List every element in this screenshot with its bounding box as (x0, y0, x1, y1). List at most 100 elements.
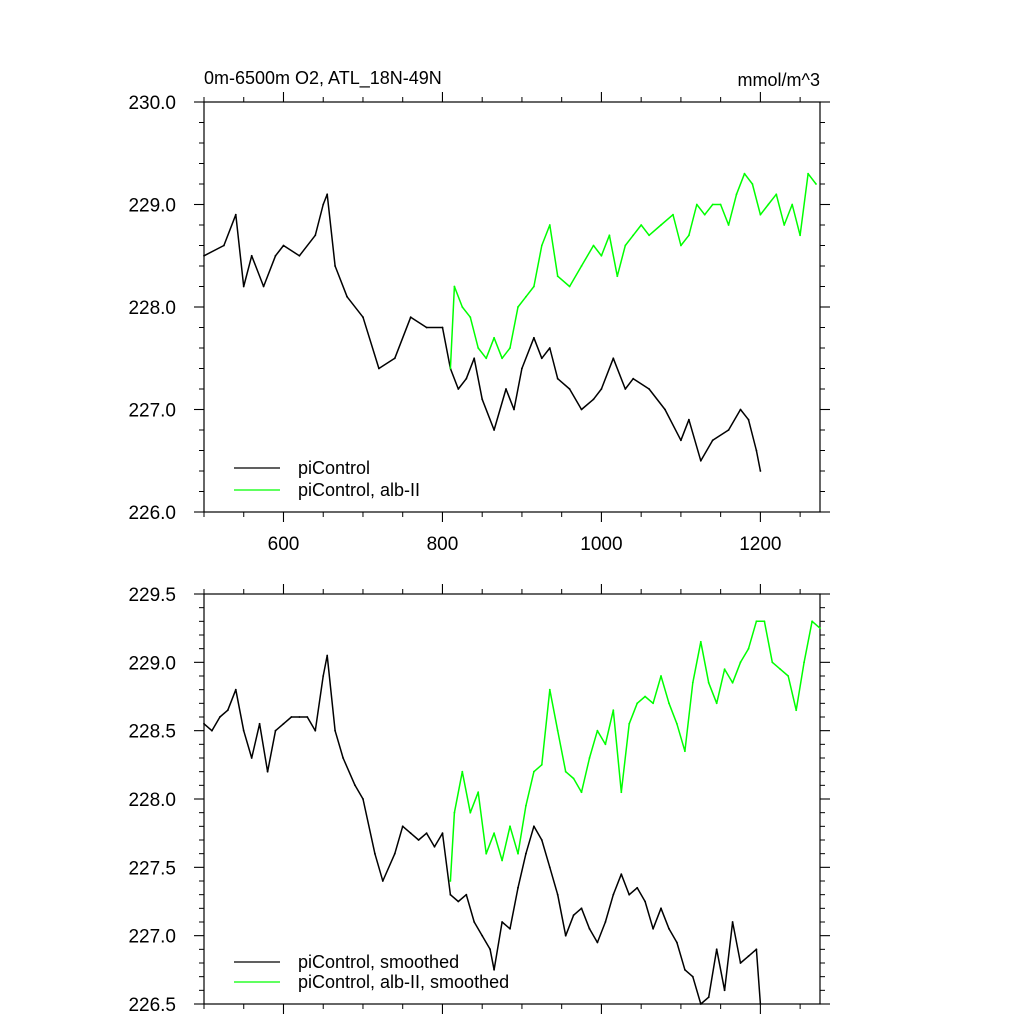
data-point (346, 295, 348, 298)
data-point (632, 377, 635, 380)
data-point (473, 357, 476, 360)
y-tick-label: 228.5 (128, 722, 176, 743)
data-point (485, 852, 488, 855)
data-point (540, 357, 543, 360)
data-point (501, 921, 503, 923)
data-point (759, 470, 762, 472)
x-tick-label: 800 (427, 534, 459, 555)
data-point (735, 193, 738, 196)
data-point (715, 702, 718, 705)
data-point (322, 675, 325, 677)
data-point (652, 702, 654, 705)
data-point (234, 688, 237, 691)
data-point (425, 832, 428, 835)
data-point (612, 709, 615, 712)
data-point (540, 839, 543, 841)
series-line (449, 172, 817, 369)
data-point (648, 234, 650, 237)
data-point (795, 709, 798, 712)
data-point (525, 852, 527, 855)
data-point (743, 172, 746, 175)
data-point (676, 722, 678, 725)
data-point (580, 791, 583, 794)
data-point (449, 893, 452, 896)
data-point (274, 254, 277, 257)
data-point (326, 193, 329, 196)
y-tick-label: 228.0 (128, 790, 176, 811)
axis-ticks: 226.5 227.0 227.5 228.0 228.5 229.0 229.5 (128, 584, 830, 1016)
data-point (234, 213, 237, 216)
data-point (572, 914, 575, 917)
data-point (775, 193, 778, 196)
series-line (449, 620, 821, 882)
data-point (505, 388, 507, 390)
y-tick-label: 227.0 (128, 927, 176, 948)
y-tick-label: 229.0 (128, 196, 176, 217)
data-point (242, 285, 245, 288)
data-point (485, 357, 488, 360)
y-tick-label: 229.5 (128, 585, 176, 606)
data-point (393, 357, 396, 360)
data-point (274, 729, 277, 732)
data-point (548, 224, 551, 226)
data-point (548, 688, 551, 691)
data-point (640, 224, 643, 226)
data-point (401, 825, 404, 828)
data-point (334, 729, 336, 732)
data-point (612, 893, 615, 896)
data-point (604, 921, 607, 923)
data-point (453, 811, 456, 814)
data-point (477, 347, 480, 349)
data-point (723, 668, 726, 671)
data-point (334, 265, 336, 267)
data-point (469, 316, 472, 319)
data-point (612, 357, 615, 360)
data-point (564, 934, 567, 937)
data-point (592, 398, 595, 401)
data-point (755, 620, 758, 623)
data-point (381, 880, 384, 882)
units-label: mmol/m^3 (738, 70, 820, 90)
data-point (703, 213, 706, 216)
data-point (548, 347, 551, 349)
data-point (378, 367, 380, 370)
data-point (731, 681, 734, 684)
data-point (695, 203, 698, 206)
data-point (624, 244, 627, 247)
legend-label-picontrol-alb-ii: piControl, alb-II (298, 480, 420, 500)
data-point (763, 620, 766, 623)
data-point (668, 927, 670, 930)
data-point (517, 306, 519, 308)
series-line (203, 654, 762, 1005)
data-point (354, 784, 356, 787)
data-point (501, 357, 503, 360)
data-point (533, 285, 535, 288)
data-point (211, 729, 213, 732)
data-point (600, 388, 603, 390)
data-point (664, 408, 666, 411)
data-point (711, 203, 714, 206)
axis-ticks: 600 800 1000 1200 226.0 227.0 228.0 229.0 230.0 (128, 92, 830, 555)
y-tick-label: 226.0 (128, 503, 176, 524)
data-point (680, 439, 682, 442)
x-tick-label: 600 (268, 534, 300, 555)
data-point (477, 791, 480, 794)
data-point (751, 183, 754, 185)
data-point (668, 702, 670, 705)
bottom-panel: 226.5 227.0 227.5 228.0 228.5 229.0 229.5 piCo… (128, 584, 830, 1016)
data-point (540, 244, 543, 247)
data-point (362, 798, 364, 800)
data-point (453, 285, 456, 288)
data-point (715, 948, 718, 951)
data-point (556, 377, 559, 380)
data-point (282, 722, 285, 725)
data-point (727, 224, 730, 226)
data-point (803, 661, 805, 664)
chart-title: 0m-6500m O2, ATL_18N-49N (204, 68, 442, 89)
data-point (739, 962, 742, 964)
data-point (513, 408, 515, 411)
data-point (314, 234, 317, 237)
data-point (672, 213, 674, 216)
data-point (250, 254, 253, 257)
